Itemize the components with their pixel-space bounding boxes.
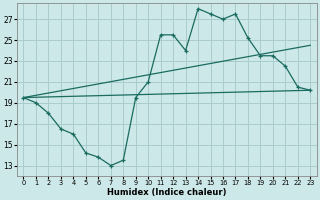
X-axis label: Humidex (Indice chaleur): Humidex (Indice chaleur) <box>107 188 227 197</box>
